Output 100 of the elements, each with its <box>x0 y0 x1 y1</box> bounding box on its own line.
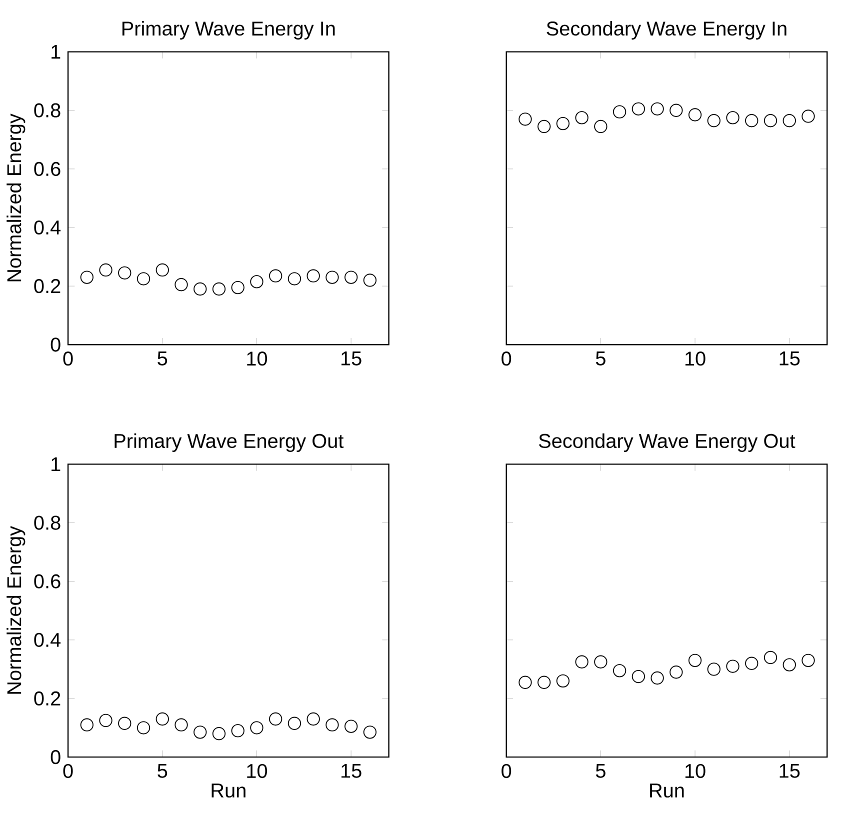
point <box>518 676 532 690</box>
point <box>707 114 720 128</box>
point <box>231 281 244 294</box>
x-tick-label: 10 <box>685 352 706 366</box>
y-tick-label: 0.6 <box>34 574 60 588</box>
point <box>670 666 683 679</box>
point <box>538 120 551 134</box>
x-tick-label: 15 <box>780 352 800 366</box>
point <box>118 716 132 730</box>
chart-title: Secondary Wave Energy In <box>546 21 786 40</box>
y-tick-label: 0.8 <box>34 516 60 530</box>
point <box>802 110 815 123</box>
point <box>344 720 358 733</box>
point <box>231 724 244 738</box>
x-tick-label: 0 <box>63 764 73 778</box>
y-tick-label: 0 <box>50 750 60 764</box>
x-tick-label: 0 <box>502 352 512 366</box>
point <box>269 269 282 282</box>
y-tick-label: 0.8 <box>34 103 60 118</box>
point <box>632 102 646 116</box>
y-axis-title: Normalized Energy <box>6 114 26 282</box>
y-tick-label: 0 <box>50 338 60 352</box>
point <box>707 662 720 676</box>
x-tick-label: 5 <box>158 352 168 366</box>
point <box>174 278 188 292</box>
point <box>250 721 264 734</box>
point <box>288 272 302 286</box>
point <box>518 112 532 126</box>
point <box>575 655 588 669</box>
y-tick-label: 0.2 <box>34 692 60 706</box>
chart-title: Primary Wave Energy In <box>122 21 335 40</box>
x-tick-label: 5 <box>158 764 168 778</box>
point <box>612 105 626 118</box>
point <box>594 120 608 134</box>
point <box>194 282 207 296</box>
point <box>670 104 683 118</box>
point <box>726 111 740 124</box>
x-tick-label: 15 <box>342 352 362 366</box>
point <box>269 712 282 726</box>
x-tick-label: 10 <box>247 352 268 366</box>
point <box>745 656 758 670</box>
point <box>782 658 796 672</box>
point <box>194 726 207 739</box>
y-tick-label: 1 <box>52 457 60 472</box>
point <box>745 114 758 128</box>
x-tick-label: 0 <box>502 764 512 778</box>
point <box>136 272 150 286</box>
x-tick-label: 5 <box>596 764 606 778</box>
point <box>156 712 169 726</box>
point <box>250 275 264 288</box>
point <box>650 671 664 685</box>
point <box>688 108 702 122</box>
x-tick-label: 10 <box>685 764 706 778</box>
point <box>306 712 320 726</box>
chart-title: Primary Wave Energy Out <box>114 433 344 452</box>
point <box>156 263 169 277</box>
y-tick-label: 0.4 <box>34 220 61 235</box>
point <box>363 726 377 739</box>
point <box>212 727 226 740</box>
chart-title: Secondary Wave Energy Out <box>538 433 796 452</box>
y-tick-label: 1 <box>52 45 60 59</box>
point <box>782 114 796 128</box>
point <box>556 117 570 130</box>
point <box>99 263 112 277</box>
y-axis-title: Normalized Energy <box>6 526 26 694</box>
point <box>306 269 320 282</box>
point <box>80 718 94 732</box>
point <box>556 674 570 688</box>
x-tick-label: 10 <box>247 764 268 778</box>
x-tick-label: 15 <box>780 764 800 778</box>
point <box>764 114 778 128</box>
x-axis-title: Run <box>650 784 684 798</box>
point <box>99 714 112 728</box>
x-axis-title: Run <box>212 784 246 798</box>
point <box>288 716 302 730</box>
point <box>632 670 646 684</box>
point <box>363 274 377 287</box>
point <box>594 655 608 669</box>
point <box>802 654 815 668</box>
point <box>212 282 226 296</box>
point <box>650 102 664 116</box>
point <box>612 664 626 678</box>
x-tick-label: 0 <box>63 352 73 366</box>
point <box>136 721 150 734</box>
point <box>174 718 188 732</box>
point <box>80 270 94 284</box>
point <box>326 718 339 732</box>
point <box>326 270 339 284</box>
point <box>688 654 702 668</box>
point <box>764 650 778 664</box>
point <box>726 660 740 673</box>
x-tick-label: 5 <box>596 352 606 366</box>
y-tick-label: 0.6 <box>34 162 60 176</box>
point <box>344 270 358 284</box>
point <box>538 676 551 690</box>
point <box>575 111 588 124</box>
y-tick-label: 0.2 <box>34 279 60 294</box>
x-tick-label: 15 <box>342 764 362 778</box>
point <box>118 266 132 280</box>
y-tick-label: 0.4 <box>34 632 61 648</box>
